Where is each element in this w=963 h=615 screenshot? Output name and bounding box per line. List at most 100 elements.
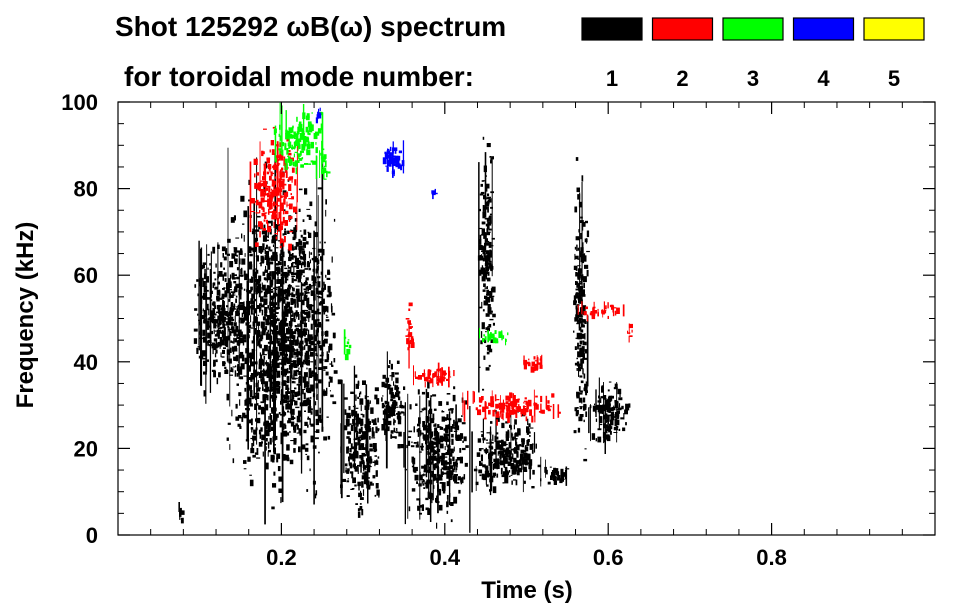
spectrum-blob bbox=[575, 281, 577, 285]
spectrum-blob bbox=[573, 265, 577, 270]
spectrum-blob bbox=[292, 262, 296, 264]
spectrum-blob bbox=[591, 433, 596, 440]
spectrum-blob bbox=[211, 369, 216, 372]
spectrum-blob bbox=[374, 494, 377, 497]
spectrum-blob bbox=[355, 407, 359, 409]
spectrum-blob bbox=[445, 439, 448, 446]
spectrum-blob bbox=[322, 148, 325, 151]
spectrum-blob bbox=[584, 264, 589, 269]
spectrum-blob bbox=[575, 288, 580, 291]
spectrum-blob bbox=[494, 330, 497, 334]
spectrum-blob bbox=[297, 397, 301, 401]
spectrum-blob bbox=[299, 230, 302, 232]
spectrum-blob bbox=[206, 297, 211, 300]
spectrum-blob bbox=[362, 489, 365, 496]
spectrum-blob bbox=[272, 165, 275, 169]
spectrum-blob bbox=[278, 476, 283, 482]
spectrum-blob bbox=[307, 334, 310, 341]
spectrum-blob bbox=[323, 305, 328, 312]
spectrum-blob bbox=[515, 466, 518, 469]
spectrum-blob bbox=[298, 359, 302, 365]
spectrum-blob bbox=[574, 317, 579, 322]
spectrum-streak bbox=[387, 148, 389, 171]
spectrum-blob bbox=[275, 318, 280, 322]
spectrum-blob bbox=[439, 443, 444, 449]
spectrum-blob bbox=[285, 331, 289, 335]
spectrum-blob bbox=[243, 270, 246, 276]
spectrum-blob bbox=[256, 417, 261, 424]
spectrum-blob bbox=[238, 274, 243, 277]
spectrum-blob bbox=[310, 361, 314, 363]
spectrum-blob bbox=[284, 317, 288, 321]
spectrum-blob bbox=[411, 338, 414, 344]
spectrum-blob bbox=[313, 132, 318, 140]
spectrum-blob bbox=[271, 329, 275, 332]
spectrum-blob bbox=[311, 389, 314, 392]
spectrum-blob bbox=[479, 269, 482, 276]
spectrum-blob bbox=[359, 455, 363, 459]
spectrum-blob bbox=[256, 457, 261, 459]
spectrum-blob bbox=[220, 262, 223, 268]
spectrum-blob bbox=[521, 443, 524, 448]
spectrum-blob bbox=[347, 420, 350, 426]
spectrum-blob bbox=[265, 212, 268, 214]
spectrum-blob bbox=[272, 201, 275, 207]
spectrum-blob bbox=[299, 157, 303, 161]
spectrum-blob bbox=[576, 407, 579, 409]
spectrum-blob bbox=[434, 435, 436, 439]
mode-2-region-4 bbox=[462, 389, 561, 426]
spectrum-blob bbox=[301, 283, 306, 287]
spectrum-blob bbox=[235, 355, 239, 362]
spectrum-blob bbox=[218, 297, 223, 300]
spectrum-streak bbox=[276, 141, 279, 194]
spectrum-blob bbox=[317, 128, 322, 134]
spectrum-blob bbox=[405, 318, 410, 320]
spectrum-blob bbox=[226, 305, 229, 308]
spectrum-blob bbox=[225, 369, 228, 371]
spectrum-blob bbox=[290, 409, 295, 415]
spectrum-blob bbox=[316, 114, 319, 120]
spectrum-blob bbox=[236, 383, 239, 386]
spectrum-blob bbox=[575, 314, 579, 318]
spectrum-blob bbox=[376, 459, 378, 461]
spectrum-blob bbox=[486, 232, 490, 236]
spectrum-blob bbox=[180, 510, 185, 515]
spectrum-blob bbox=[383, 404, 386, 408]
spectrum-blob bbox=[270, 288, 273, 291]
spectrum-blob bbox=[298, 208, 301, 212]
spectrum-blob bbox=[496, 463, 500, 469]
spectrum-blob bbox=[493, 286, 495, 290]
spectrum-blob bbox=[432, 192, 436, 196]
spectrum-blob bbox=[288, 141, 292, 148]
spectrum-streak bbox=[217, 242, 219, 289]
spectrum-blob bbox=[574, 362, 579, 366]
spectrum-blob bbox=[586, 269, 589, 277]
spectrum-blob bbox=[272, 483, 277, 488]
spectrum-blob bbox=[346, 412, 351, 419]
mode-3-region-1 bbox=[273, 102, 324, 179]
spectrum-blob bbox=[451, 475, 453, 480]
spectrum-blob bbox=[247, 324, 252, 329]
spectrum-blob bbox=[236, 334, 238, 339]
spectrum-blob bbox=[423, 424, 428, 431]
spectrum-blob bbox=[489, 265, 491, 270]
spectrum-blob bbox=[577, 427, 581, 433]
spectrum-blob bbox=[258, 248, 260, 253]
spectrum-blob bbox=[278, 329, 282, 336]
spectrum-blob bbox=[294, 255, 297, 259]
spectrum-streak bbox=[403, 432, 405, 468]
spectrum-blob bbox=[357, 467, 359, 474]
spectrum-blob bbox=[502, 482, 505, 484]
spectrum-blob bbox=[243, 414, 248, 419]
spectrum-blob bbox=[519, 453, 524, 460]
spectrum-blob bbox=[203, 360, 207, 366]
spectrum-blob bbox=[298, 126, 300, 134]
spectrum-blob bbox=[222, 288, 224, 290]
spectrum-blob bbox=[275, 168, 277, 170]
spectrum-blob bbox=[304, 290, 306, 293]
spectrum-blob bbox=[280, 266, 283, 273]
spectrum-blob bbox=[283, 156, 286, 162]
spectrum-blob bbox=[306, 149, 311, 156]
spectrum-blob bbox=[244, 357, 248, 365]
